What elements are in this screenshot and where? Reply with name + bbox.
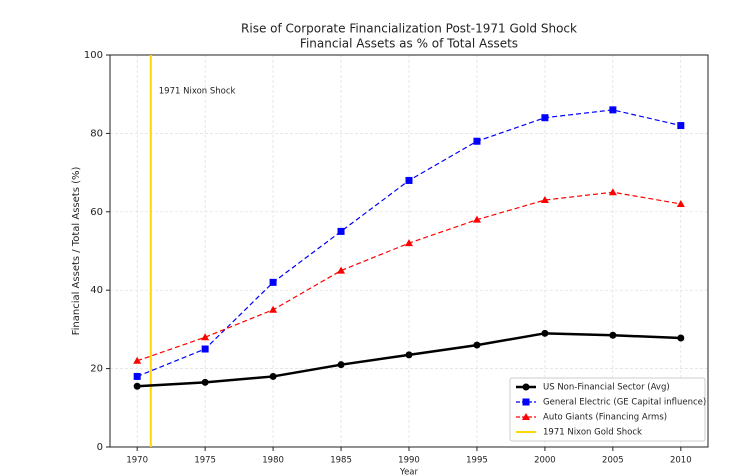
x-tick-label: 2005 <box>602 456 624 466</box>
marker <box>608 188 617 196</box>
marker <box>472 215 481 223</box>
annotation: 1971 Nixon Shock <box>159 87 236 97</box>
marker <box>677 122 685 130</box>
marker <box>609 106 617 114</box>
marker <box>540 196 549 204</box>
legend-label: 1971 Nixon Gold Shock <box>543 428 642 438</box>
y-tick-label: 0 <box>97 442 103 453</box>
x-tick-label: 2010 <box>670 456 692 466</box>
marker <box>133 356 142 364</box>
marker <box>337 361 345 369</box>
marker <box>133 372 141 380</box>
marker <box>405 239 413 247</box>
marker <box>473 341 481 349</box>
legend-label: Auto Giants (Financing Arms) <box>543 413 667 423</box>
marker <box>541 114 549 122</box>
marker <box>609 331 617 339</box>
legend: US Non-Financial Sector (Avg) General Ele… <box>509 377 706 442</box>
x-tick-label: 1985 <box>330 456 352 466</box>
x-tick-label: 1990 <box>398 456 420 466</box>
marker <box>269 305 278 313</box>
marker <box>201 345 209 353</box>
x-tick-label: 2000 <box>534 456 556 466</box>
marker <box>201 378 209 386</box>
y-tick-label: 100 <box>84 50 103 61</box>
y-axis-label: Financial Assets / Total Assets (%) <box>71 167 82 336</box>
marker <box>473 137 481 145</box>
y-tick-label: 20 <box>90 364 103 375</box>
marker <box>133 382 141 390</box>
legend-label: US Non-Financial Sector (Avg) <box>543 383 670 393</box>
marker <box>677 334 685 342</box>
y-tick-label: 40 <box>90 285 103 296</box>
marker <box>269 278 277 286</box>
marker <box>541 329 549 337</box>
y-tick-label: 60 <box>90 207 103 218</box>
plot-frame <box>109 54 709 448</box>
x-axis-label: Year <box>399 468 419 476</box>
marker <box>269 372 277 380</box>
marker <box>522 383 530 391</box>
x-tick-label: 1970 <box>126 456 148 466</box>
marker <box>522 398 530 406</box>
x-tick-label: 1995 <box>466 456 488 466</box>
x-tick-label: 1975 <box>194 456 216 466</box>
marker <box>405 351 413 359</box>
marker <box>522 413 530 420</box>
marker <box>676 199 685 207</box>
x-tick-label: 1980 <box>262 456 284 466</box>
chart-subtitle: Financial Assets as % of Total Assets <box>300 37 518 51</box>
legend-label: General Electric (GE Capital influence) <box>543 398 706 408</box>
marker <box>201 333 210 341</box>
marker <box>337 227 345 235</box>
marker <box>405 176 413 184</box>
marker <box>337 266 346 274</box>
chart-title: Rise of Corporate Financialization Post-… <box>241 22 577 36</box>
legend-box <box>509 377 706 442</box>
y-tick-label: 80 <box>90 128 103 139</box>
